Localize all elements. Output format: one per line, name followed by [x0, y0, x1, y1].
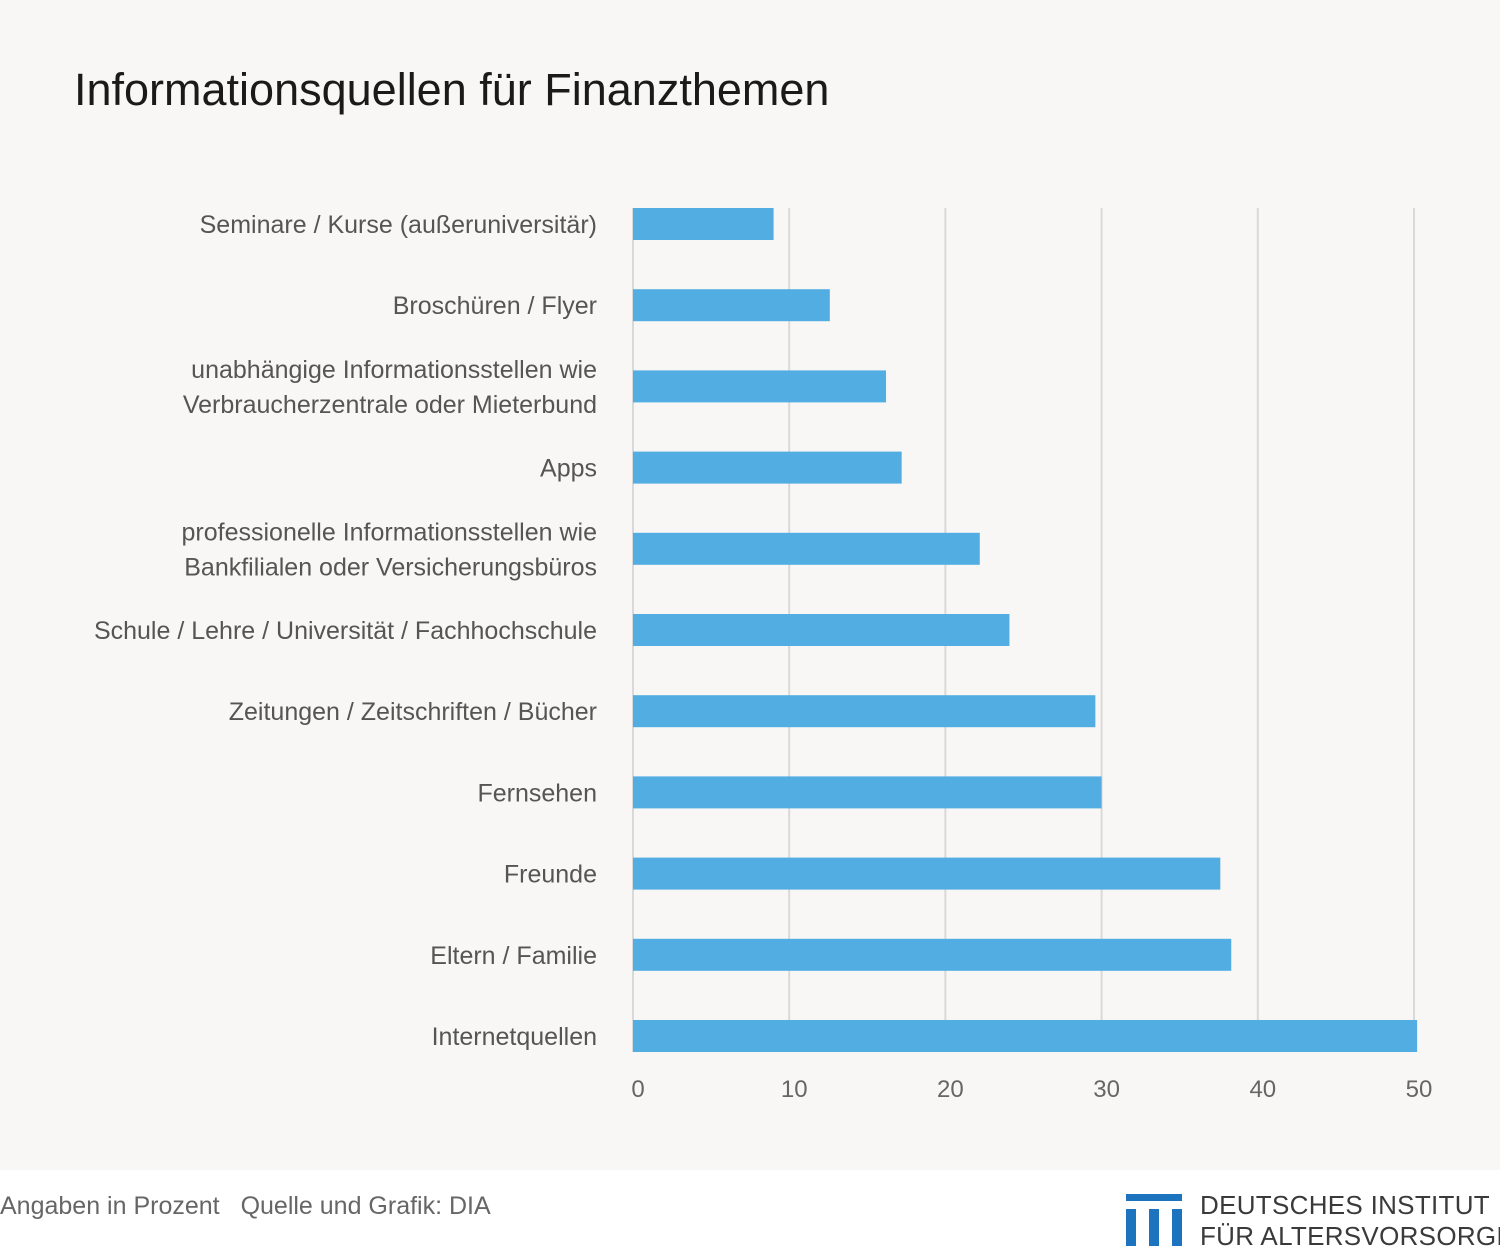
x-tick-label: 50: [1406, 1076, 1433, 1103]
category-label: Verbraucherzentrale oder Mieterbund: [183, 391, 597, 419]
category-label: Seminare / Kurse (außeruniversitär): [200, 211, 597, 239]
footer-note: Angaben in Prozent Quelle und Grafik: DI…: [0, 1192, 491, 1221]
x-tick-label: 20: [937, 1076, 964, 1103]
x-tick-label: 40: [1249, 1076, 1276, 1103]
bar: [633, 1020, 1418, 1052]
bar: [633, 776, 1102, 809]
category-label: Zeitungen / Zeitschriften / Bücher: [229, 698, 597, 726]
category-label: Schule / Lehre / Universität / Fachhochs…: [94, 617, 597, 645]
category-label: Bankfilialen oder Versicherungsbüros: [184, 553, 597, 581]
x-tick-label: 0: [631, 1076, 644, 1103]
dia-logo-icon: [1126, 1194, 1182, 1246]
category-label: Apps: [540, 455, 597, 483]
chart-title: Informationsquellen für Finanzthemen: [74, 64, 830, 115]
logo-line-1: DEUTSCHES INSTITUT: [1200, 1190, 1490, 1220]
bar: [633, 695, 1096, 728]
bar-chart: Seminare / Kurse (außeruniversitär) Brosc…: [94, 208, 1432, 1103]
bars: [633, 208, 1418, 1052]
bar: [633, 451, 902, 484]
unit-note: Angaben in Prozent: [0, 1192, 220, 1220]
source-note: Quelle und Grafik: DIA: [240, 1192, 491, 1220]
bar: [633, 614, 1010, 646]
category-label: Freunde: [504, 861, 597, 889]
logo-line-2: FÜR ALTERSVORSORGE: [1200, 1221, 1500, 1249]
x-axis-ticks: 0 10 20 30 40 50: [631, 1076, 1432, 1103]
category-label: Fernsehen: [477, 779, 597, 807]
category-labels: Seminare / Kurse (außeruniversitär) Brosc…: [94, 211, 597, 1051]
category-label: professionelle Informationsstellen wie: [182, 518, 598, 546]
x-tick-label: 10: [781, 1076, 808, 1103]
category-label: Eltern / Familie: [430, 942, 597, 970]
category-label: Internetquellen: [432, 1023, 597, 1051]
footer: Angaben in Prozent Quelle und Grafik: DI…: [0, 1170, 1500, 1249]
bar: [633, 938, 1232, 971]
bar: [633, 370, 887, 403]
category-label: unabhängige Informationsstellen wie: [191, 356, 597, 384]
category-label: Broschüren / Flyer: [393, 292, 597, 320]
bar: [633, 208, 774, 240]
bar: [633, 857, 1221, 890]
bar: [633, 532, 980, 565]
bar: [633, 289, 830, 322]
x-tick-label: 30: [1093, 1076, 1120, 1103]
logo-text: DEUTSCHES INSTITUT FÜR ALTERSVORSORGE: [1200, 1190, 1500, 1249]
